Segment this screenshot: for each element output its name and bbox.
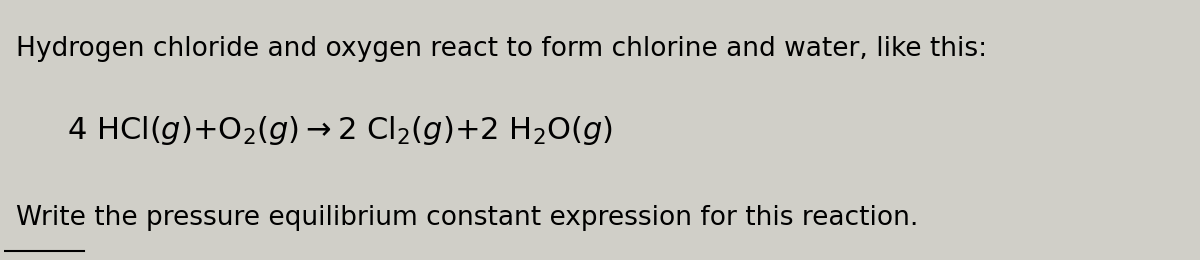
Text: Hydrogen chloride and oxygen react to form chlorine and water, like this:: Hydrogen chloride and oxygen react to fo… <box>16 36 986 62</box>
Text: $\mathrm{4\ HCl}$$\mathit{(g)}$$\mathrm{+O_2}$$\mathit{(g)}$$\mathrm{\rightarrow: $\mathrm{4\ HCl}$$\mathit{(g)}$$\mathrm{… <box>67 114 613 146</box>
Text: Write the pressure equilibrium constant expression for this reaction.: Write the pressure equilibrium constant … <box>16 205 918 231</box>
